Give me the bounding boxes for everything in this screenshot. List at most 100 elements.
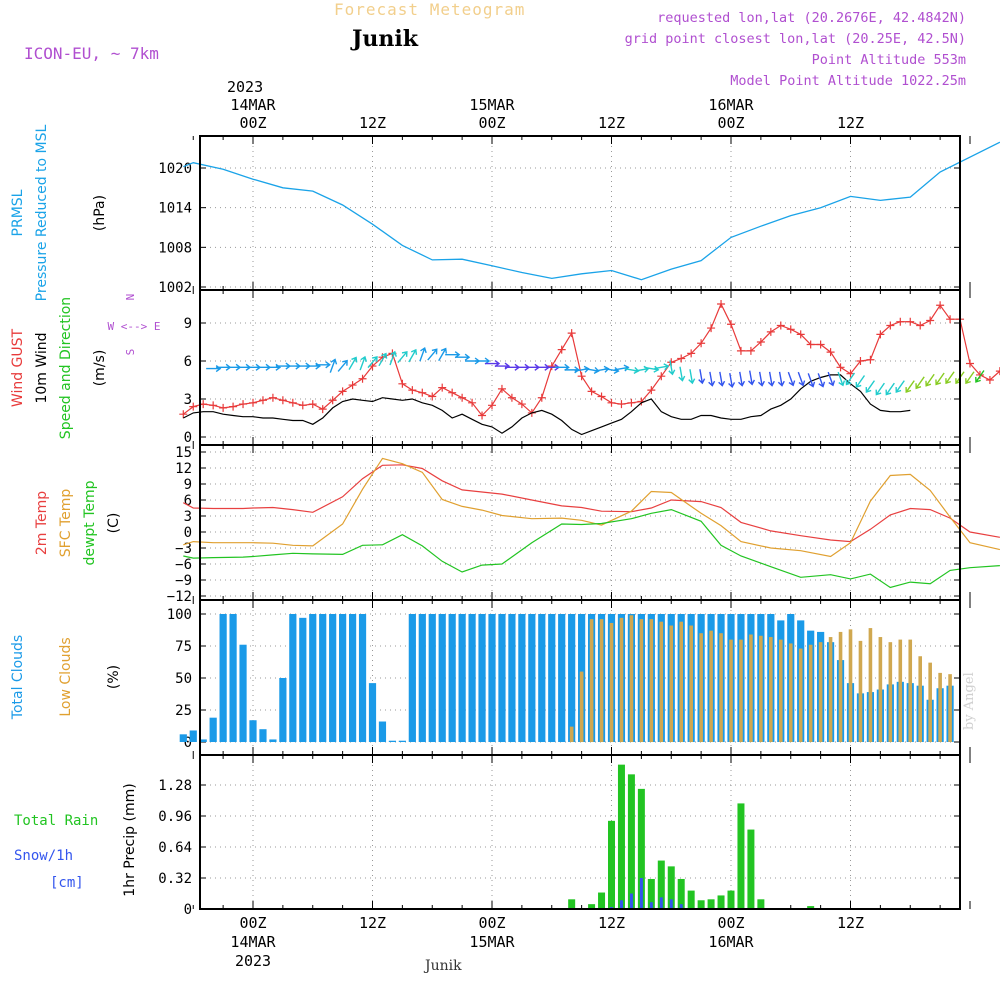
wind-direction-arrow bbox=[965, 371, 975, 385]
top-time-label: 12Z bbox=[598, 114, 625, 132]
wind-direction-arrow bbox=[305, 362, 321, 370]
wind-arrow-shape bbox=[827, 371, 836, 387]
wind-gust-ylabel: Wind GUST bbox=[10, 328, 26, 407]
temp-dewpt-ylabel: dewpt Temp bbox=[82, 480, 98, 565]
wind-gust-marker bbox=[288, 398, 297, 407]
total-clouds-bar bbox=[179, 734, 187, 742]
wind-gust-marker bbox=[268, 393, 277, 402]
snow-bar bbox=[619, 900, 623, 909]
wind-arrow-shape bbox=[348, 356, 358, 370]
top-time-label: 00Z bbox=[478, 114, 505, 132]
wind-arrow-shape bbox=[875, 382, 885, 396]
wind-arrow-shape bbox=[438, 347, 448, 362]
temperature-ytick-label: −9 bbox=[175, 573, 192, 589]
low-clouds-bar bbox=[739, 639, 743, 742]
wind-direction-arrow bbox=[438, 347, 448, 362]
wind-direction-arrow bbox=[855, 375, 866, 388]
wind-direction-arrow bbox=[455, 353, 471, 361]
precip-ytick-label: 0.96 bbox=[158, 809, 192, 825]
wind-gust-marker bbox=[587, 387, 596, 396]
wind-direction-arrow bbox=[807, 373, 816, 388]
rain-bar bbox=[598, 892, 606, 909]
wind-gust-marker bbox=[836, 363, 845, 372]
temperature-ytick-label: 12 bbox=[175, 461, 192, 477]
wind-gust-marker bbox=[936, 301, 945, 310]
low-clouds-bar bbox=[759, 635, 763, 742]
rain-bar bbox=[588, 904, 596, 909]
wind-direction-arrow bbox=[427, 348, 438, 361]
wind-gust-marker bbox=[209, 401, 218, 410]
wind-direction-arrow bbox=[397, 350, 408, 364]
bottom-time-label: 12Z bbox=[837, 914, 864, 932]
top-date-label: 16MAR bbox=[708, 96, 754, 114]
wind-arrow-shape bbox=[837, 371, 846, 387]
wind-arrow-shape bbox=[728, 372, 736, 389]
low-clouds-bar bbox=[719, 633, 723, 742]
total-clouds-bar bbox=[458, 614, 466, 742]
temperature-ytick-label: 6 bbox=[184, 493, 192, 509]
rain-bar bbox=[737, 803, 745, 909]
wind-gust-marker bbox=[966, 359, 974, 368]
wind-arrow-shape bbox=[397, 350, 408, 364]
wind-gust-marker bbox=[298, 401, 307, 410]
wind-arrow-shape bbox=[265, 363, 282, 371]
total-clouds-bar bbox=[438, 614, 446, 742]
bottom-time-label: 00Z bbox=[478, 914, 505, 932]
total-clouds-bar bbox=[219, 614, 227, 742]
wind-arrow-shape bbox=[935, 372, 945, 386]
total-clouds-bar bbox=[568, 614, 576, 742]
total-clouds-bar bbox=[498, 614, 506, 742]
wind-arrow-shape bbox=[389, 350, 397, 366]
total-clouds-bar bbox=[199, 739, 207, 742]
wind-direction-arrow bbox=[378, 352, 388, 367]
wind-gust-marker bbox=[677, 354, 686, 363]
wind-ytick-label: 9 bbox=[184, 316, 192, 332]
rain-bar bbox=[697, 900, 705, 909]
low-clouds-bar bbox=[788, 643, 793, 742]
wind-gust-marker bbox=[766, 327, 775, 336]
rain-bar bbox=[627, 774, 635, 909]
wind-arrow-shape bbox=[777, 371, 785, 387]
bottom-year-label: 2023 bbox=[235, 952, 271, 970]
rain-bar bbox=[687, 890, 695, 909]
top-date-label: 14MAR bbox=[230, 96, 276, 114]
wind-gust-marker bbox=[557, 345, 566, 354]
temp-dewpt-line bbox=[183, 508, 1000, 589]
rain-bar bbox=[747, 829, 755, 909]
wind-gust-marker bbox=[796, 330, 805, 339]
low-clouds-bar bbox=[589, 619, 594, 742]
model-label: ICON-EU, ~ 7km bbox=[24, 44, 159, 63]
wind-arrow-shape bbox=[494, 362, 511, 370]
rain-bar bbox=[677, 878, 685, 909]
pressure-ytick-label: 1020 bbox=[158, 161, 192, 177]
clouds-ytick-label: 100 bbox=[167, 607, 192, 623]
low-clouds-bar bbox=[579, 671, 584, 742]
location-title: Junik bbox=[352, 26, 418, 52]
low-clouds-bar bbox=[699, 633, 703, 742]
wind-direction-arrow bbox=[708, 371, 716, 387]
wind-arrow-shape bbox=[718, 371, 726, 387]
wind-direction-arrow bbox=[875, 382, 885, 396]
total-clouds-bar bbox=[269, 739, 277, 742]
low-clouds-bar bbox=[709, 630, 713, 742]
wind-direction-arrow bbox=[389, 350, 397, 366]
rain-bar bbox=[637, 788, 645, 909]
wind-direction-arrow bbox=[604, 366, 620, 374]
clouds-ytick-label: 75 bbox=[175, 639, 192, 655]
wind-arrow-shape bbox=[337, 359, 348, 372]
wind-gust-marker bbox=[537, 393, 546, 402]
wind-gust-marker bbox=[358, 374, 367, 383]
total-clouds-bar bbox=[209, 717, 217, 742]
wind-gust-marker bbox=[786, 325, 795, 334]
wind-arrow-shape bbox=[367, 356, 378, 369]
precip-ylabel: 1hr Precip (mm) bbox=[122, 783, 138, 896]
total-clouds-bar bbox=[378, 721, 387, 742]
snow-bar bbox=[659, 897, 663, 909]
wind-arrow-shape bbox=[738, 371, 746, 387]
wind-direction-arrow bbox=[787, 371, 796, 387]
total-clouds-bar bbox=[428, 614, 436, 742]
compass-we: W <--> E bbox=[108, 320, 161, 333]
wind-direction-arrow bbox=[718, 371, 726, 387]
wind-arrow-shape bbox=[905, 380, 915, 394]
